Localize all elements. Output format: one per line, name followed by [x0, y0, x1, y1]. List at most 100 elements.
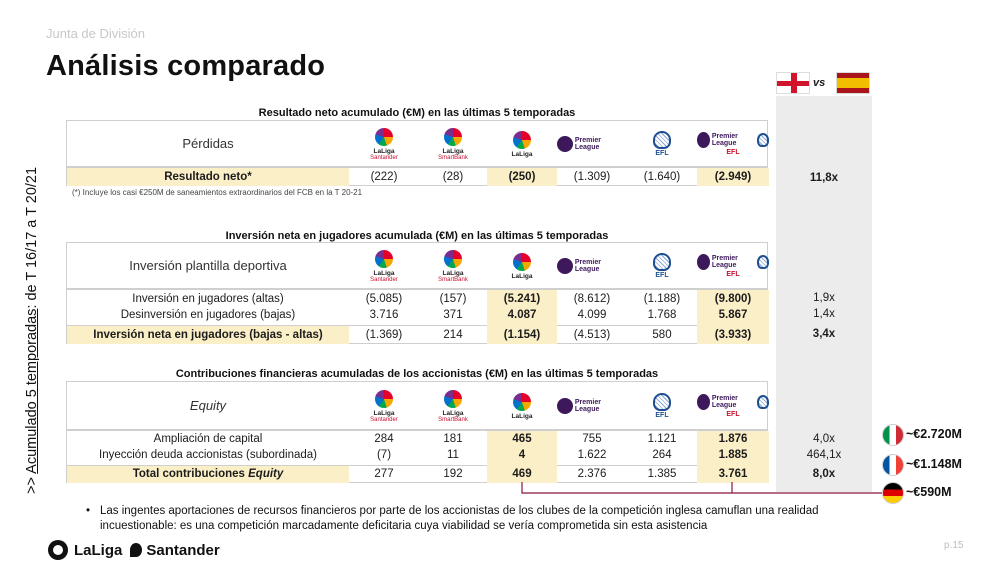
laliga-santander-logo: LaLiga Santander: [349, 382, 419, 430]
cell-premier-efl: 5.867: [718, 309, 748, 321]
footer-brand: LaLiga Santander: [48, 540, 220, 560]
cell-laliga-santander: (1.369): [365, 329, 403, 341]
france-flag-icon: [882, 454, 904, 476]
laliga-ball-icon: [375, 389, 393, 408]
cell-premier-efl: (3.933): [714, 329, 752, 341]
footnote: (*) Incluye los casi €250M de saneamient…: [72, 188, 363, 197]
cell-laliga-santander: 3.716: [369, 309, 399, 321]
logo-name: Premier League: [711, 133, 738, 147]
laliga-ball-icon: [444, 389, 462, 408]
cell-laliga-smartbank: 181: [443, 433, 463, 445]
logo-name: LaLiga: [373, 269, 395, 277]
laliga-ball-icon: [375, 249, 393, 268]
brand-name-b: Santander: [146, 541, 220, 559]
germany-amount: ~€590M: [906, 485, 952, 499]
cell-efl: 1.768: [647, 309, 677, 321]
cell-efl: (1.188): [643, 293, 681, 305]
logo-name: LaLiga: [511, 150, 533, 158]
lion-icon: [557, 136, 573, 152]
section3-header-label: Equity: [189, 398, 227, 413]
cell-efl: 264: [652, 449, 672, 461]
logo-sub: Santander: [370, 416, 398, 423]
row-label: Inyección deuda accionistas (subordinada…: [99, 449, 317, 461]
germany-flag-icon: [882, 482, 904, 504]
cell-premier-league: 1.622: [577, 449, 607, 461]
cell-laliga-santander: 277: [374, 468, 394, 480]
cell-efl: 1.121: [647, 433, 677, 445]
logo-name: LaLiga: [511, 272, 533, 280]
premier-efl-mark: Premier League: [697, 254, 769, 270]
cell-laliga-smartbank: 11: [447, 449, 459, 461]
efl-shield-icon: [756, 395, 769, 409]
cell-laliga: (1.154): [503, 329, 541, 341]
header-kicker: Junta de División: [46, 26, 145, 41]
laliga-logo: LaLiga: [487, 121, 557, 167]
logo-name: LaLiga: [373, 147, 395, 155]
cell-laliga-smartbank: (28): [442, 171, 464, 183]
logo-sub: SmartBank: [438, 276, 468, 283]
italy-amount: ~€2.720M: [906, 427, 962, 441]
italy-flag-icon: [882, 424, 904, 446]
laliga-smartbank-logo: LaLiga SmartBank: [419, 382, 487, 430]
premier-league-logo: Premier League: [557, 382, 627, 430]
logo-sub: EFL: [726, 149, 740, 156]
logo-name: LaLiga: [511, 412, 533, 420]
cell-premier-efl: 3.761: [718, 468, 748, 480]
efl-shield-icon: [653, 131, 671, 149]
cell-laliga: 465: [512, 433, 532, 445]
logo-name: EFL: [655, 150, 669, 157]
premier-league-efl-logo: Premier League EFL: [697, 382, 769, 430]
premier-league-logo: Premier League: [557, 243, 627, 289]
logo-name: EFL: [655, 412, 669, 419]
efl-logo: EFL: [627, 243, 697, 289]
ratio-value: 1,9x: [813, 292, 835, 304]
cell-laliga: 4: [518, 449, 526, 461]
ratio-value: 464,1x: [806, 449, 842, 461]
cell-laliga-santander: (5.085): [365, 293, 403, 305]
efl-logo: EFL: [627, 121, 697, 167]
logo-name: Premier League: [574, 259, 601, 273]
lion-icon: [557, 398, 573, 414]
laliga-ball-icon: [444, 127, 462, 146]
cell-laliga: 4.087: [507, 309, 537, 321]
cell-premier-efl: (2.949): [714, 171, 752, 183]
section3-table: Equity Ampliación de capital 284 181 465…: [66, 381, 769, 483]
laliga-ball-icon: [513, 392, 531, 411]
cell-premier-league: 755: [582, 433, 602, 445]
premier-league-mark: Premier League: [557, 136, 627, 152]
section3-title: Contribuciones financieras acumuladas de…: [175, 368, 659, 380]
laliga-logo: LaLiga: [487, 382, 557, 430]
logo-sub: Santander: [370, 276, 398, 283]
logo-sub: Santander: [370, 154, 398, 161]
efl-shield-icon: [756, 255, 769, 269]
premier-league-logo: Premier League: [557, 121, 627, 167]
laliga-ball-icon: [48, 540, 68, 560]
cell-laliga: (250): [508, 171, 536, 183]
laliga-ball-icon: [513, 130, 531, 149]
laliga-logo: LaLiga: [487, 243, 557, 289]
section3-header-row: Equity: [67, 382, 767, 430]
section1-header-label: Pérdidas: [182, 136, 234, 151]
connector-line: [521, 482, 882, 494]
lion-icon: [697, 132, 710, 148]
row-label: Inversión neta en jugadores (bajas - alt…: [93, 329, 323, 341]
row-label-prefix: Total contribuciones: [132, 468, 249, 480]
section2-header-label: Inversión plantilla deportiva: [129, 258, 287, 273]
laliga-ball-icon: [444, 249, 462, 268]
side-label-suffix: : de T 16/17 a T 20/21: [24, 166, 40, 309]
laliga-smartbank-logo: LaLiga SmartBank: [419, 243, 487, 289]
logo-name: EFL: [655, 272, 669, 279]
cell-laliga-santander: (7): [376, 449, 392, 461]
cell-premier-efl: 1.885: [718, 449, 748, 461]
logo-name: Premier League: [711, 255, 738, 269]
logo-name: Premier League: [574, 399, 601, 413]
logo-sub: SmartBank: [438, 154, 468, 161]
cell-premier-league: (4.513): [573, 329, 611, 341]
side-label-prefix: >>: [24, 473, 40, 494]
santander-flame-icon: [130, 543, 143, 557]
logo-sub: EFL: [726, 411, 740, 418]
row-label: Desinversión en jugadores (bajas): [120, 309, 296, 321]
logo-name: LaLiga: [442, 269, 464, 277]
page-title: Análisis comparado: [46, 50, 326, 82]
logo-name: LaLiga: [373, 409, 395, 417]
